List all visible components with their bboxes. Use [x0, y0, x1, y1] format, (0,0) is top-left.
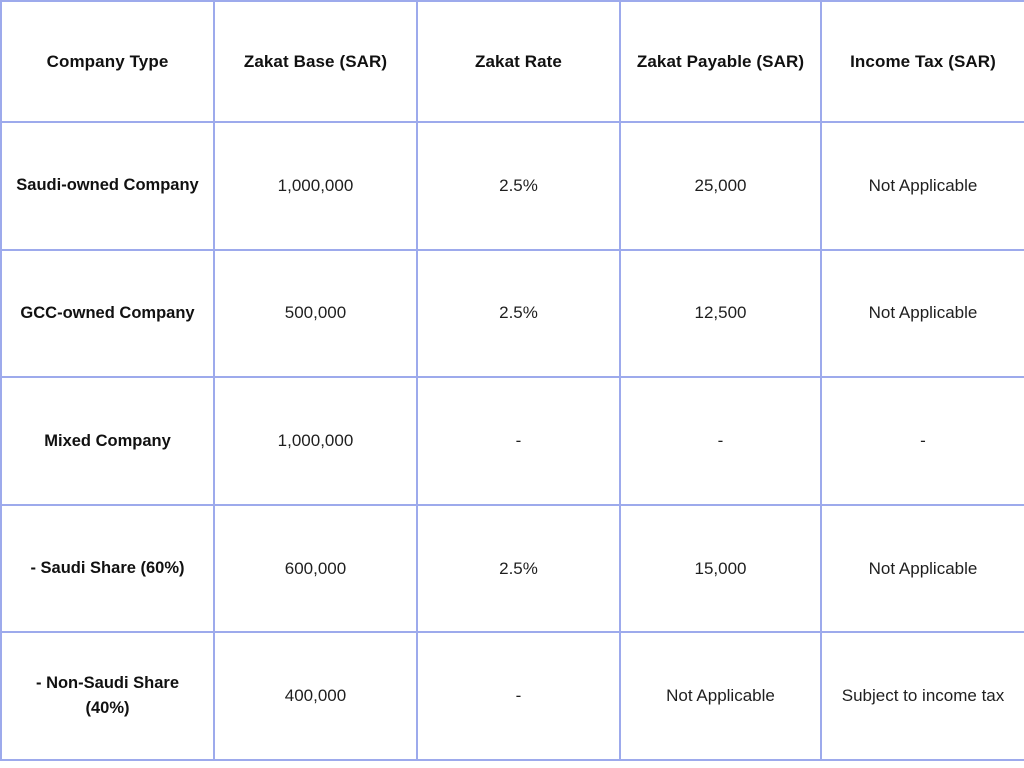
- column-header-zakat-rate: Zakat Rate: [416, 0, 621, 123]
- cell-income-tax: Not Applicable: [820, 503, 1024, 634]
- table-row-saudi-owned: Saudi-owned Company 1,000,000 2.5% 25,00…: [0, 121, 1024, 251]
- table-row-non-saudi-share: - Non-Saudi Share (40%) 400,000 - Not Ap…: [0, 631, 1024, 761]
- cell-zakat-rate: 2.5%: [416, 248, 621, 379]
- cell-zakat-payable: 15,000: [619, 503, 822, 634]
- cell-company-type: Mixed Company: [0, 376, 215, 506]
- cell-income-tax: Subject to income tax: [820, 631, 1024, 761]
- table-row-saudi-share: - Saudi Share (60%) 600,000 2.5% 15,000 …: [0, 503, 1024, 634]
- cell-income-tax: -: [820, 376, 1024, 506]
- cell-zakat-base: 400,000: [213, 631, 418, 761]
- cell-company-type: - Saudi Share (60%): [0, 503, 215, 634]
- cell-zakat-payable: -: [619, 376, 822, 506]
- cell-zakat-base: 500,000: [213, 248, 418, 379]
- cell-income-tax: Not Applicable: [820, 121, 1024, 251]
- cell-company-type: - Non-Saudi Share (40%): [0, 631, 215, 761]
- table-row-mixed-company: Mixed Company 1,000,000 - - -: [0, 376, 1024, 506]
- cell-zakat-rate: -: [416, 376, 621, 506]
- cell-company-type: Saudi-owned Company: [0, 121, 215, 251]
- column-header-income-tax: Income Tax (SAR): [820, 0, 1024, 123]
- column-header-zakat-base: Zakat Base (SAR): [213, 0, 418, 123]
- table-row-gcc-owned: GCC-owned Company 500,000 2.5% 12,500 No…: [0, 248, 1024, 379]
- cell-zakat-rate: -: [416, 631, 621, 761]
- cell-zakat-payable: Not Applicable: [619, 631, 822, 761]
- column-header-zakat-payable: Zakat Payable (SAR): [619, 0, 822, 123]
- cell-zakat-rate: 2.5%: [416, 121, 621, 251]
- cell-zakat-payable: 25,000: [619, 121, 822, 251]
- cell-zakat-base: 600,000: [213, 503, 418, 634]
- cell-zakat-rate: 2.5%: [416, 503, 621, 634]
- cell-company-type: GCC-owned Company: [0, 248, 215, 379]
- header-row: Company Type Zakat Base (SAR) Zakat Rate…: [0, 0, 1024, 123]
- cell-zakat-payable: 12,500: [619, 248, 822, 379]
- cell-zakat-base: 1,000,000: [213, 121, 418, 251]
- cell-income-tax: Not Applicable: [820, 248, 1024, 379]
- column-header-company-type: Company Type: [0, 0, 215, 123]
- cell-zakat-base: 1,000,000: [213, 376, 418, 506]
